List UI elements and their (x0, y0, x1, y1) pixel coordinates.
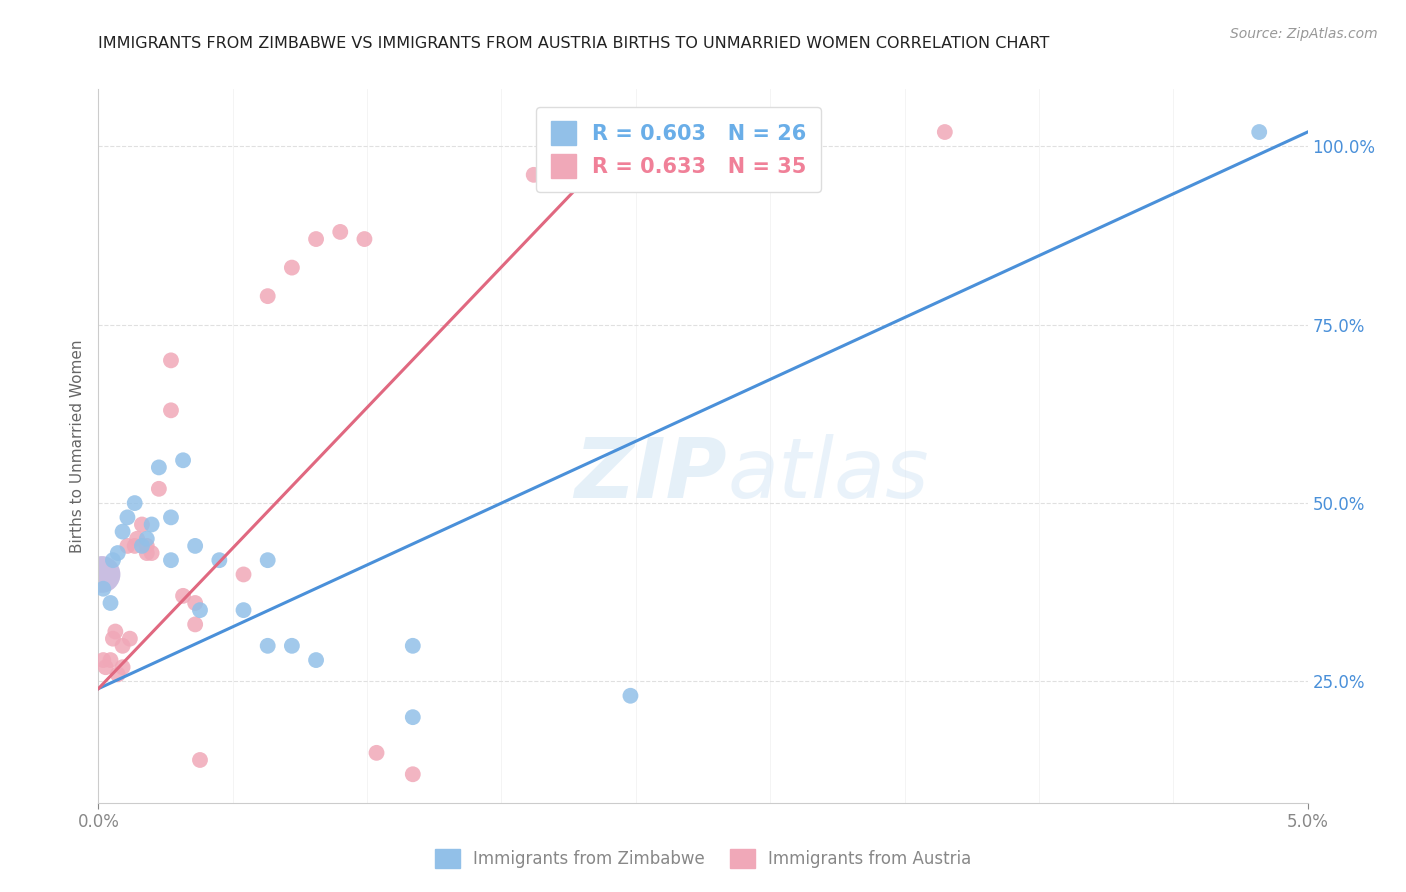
Point (160, 553, 183, 567)
Point (107, 546, 129, 560)
Point (172, 589, 194, 603)
Legend: Immigrants from Zimbabwe, Immigrants from Austria: Immigrants from Zimbabwe, Immigrants fro… (427, 843, 979, 875)
Point (111, 524, 134, 539)
Point (131, 517, 153, 532)
Point (94, 660, 117, 674)
Point (256, 639, 278, 653)
Point (208, 553, 231, 567)
Point (104, 624, 127, 639)
Point (184, 596, 207, 610)
Point (188, 603, 211, 617)
Point (127, 532, 149, 546)
Point (91, 582, 114, 596)
Point (160, 353, 183, 368)
Point (124, 539, 146, 553)
Point (118, 632, 141, 646)
Point (135, 532, 157, 546)
Point (305, 653, 328, 667)
Point (91, 653, 114, 667)
Point (135, 539, 157, 553)
Point (100, 653, 122, 667)
Point (329, 225, 352, 239)
Point (256, 289, 278, 303)
Point (571, 125, 593, 139)
Text: ZIP: ZIP (575, 434, 727, 515)
Point (111, 660, 134, 674)
Point (402, 639, 425, 653)
Point (305, 232, 328, 246)
Point (135, 546, 157, 560)
Point (595, 125, 617, 139)
Point (402, 767, 425, 781)
Point (148, 482, 170, 496)
Point (402, 710, 425, 724)
Point (101, 632, 124, 646)
Point (366, 746, 388, 760)
Point (188, 753, 211, 767)
Point (100, 596, 122, 610)
Point (131, 539, 153, 553)
Point (160, 510, 183, 524)
Point (934, 125, 956, 139)
Point (281, 260, 304, 275)
Point (184, 617, 207, 632)
Point (256, 553, 278, 567)
Point (91, 567, 114, 582)
Point (141, 517, 163, 532)
Point (124, 496, 146, 510)
Point (523, 168, 546, 182)
Point (281, 639, 304, 653)
Point (148, 460, 170, 475)
Text: IMMIGRANTS FROM ZIMBABWE VS IMMIGRANTS FROM AUSTRIA BIRTHS TO UNMARRIED WOMEN CO: IMMIGRANTS FROM ZIMBABWE VS IMMIGRANTS F… (98, 36, 1050, 51)
Point (353, 232, 375, 246)
Point (184, 539, 207, 553)
Point (117, 539, 139, 553)
Text: Source: ZipAtlas.com: Source: ZipAtlas.com (1230, 27, 1378, 41)
Y-axis label: Births to Unmarried Women: Births to Unmarried Women (69, 339, 84, 553)
Point (101, 553, 124, 567)
Point (619, 689, 641, 703)
Point (160, 403, 183, 417)
Point (1249, 125, 1271, 139)
Point (172, 453, 194, 467)
Text: atlas: atlas (727, 434, 929, 515)
Point (232, 567, 254, 582)
Point (111, 639, 134, 653)
Point (232, 603, 254, 617)
Point (141, 546, 163, 560)
Point (107, 667, 129, 681)
Legend: R = 0.603   N = 26, R = 0.633   N = 35: R = 0.603 N = 26, R = 0.633 N = 35 (536, 107, 821, 193)
Point (117, 510, 139, 524)
